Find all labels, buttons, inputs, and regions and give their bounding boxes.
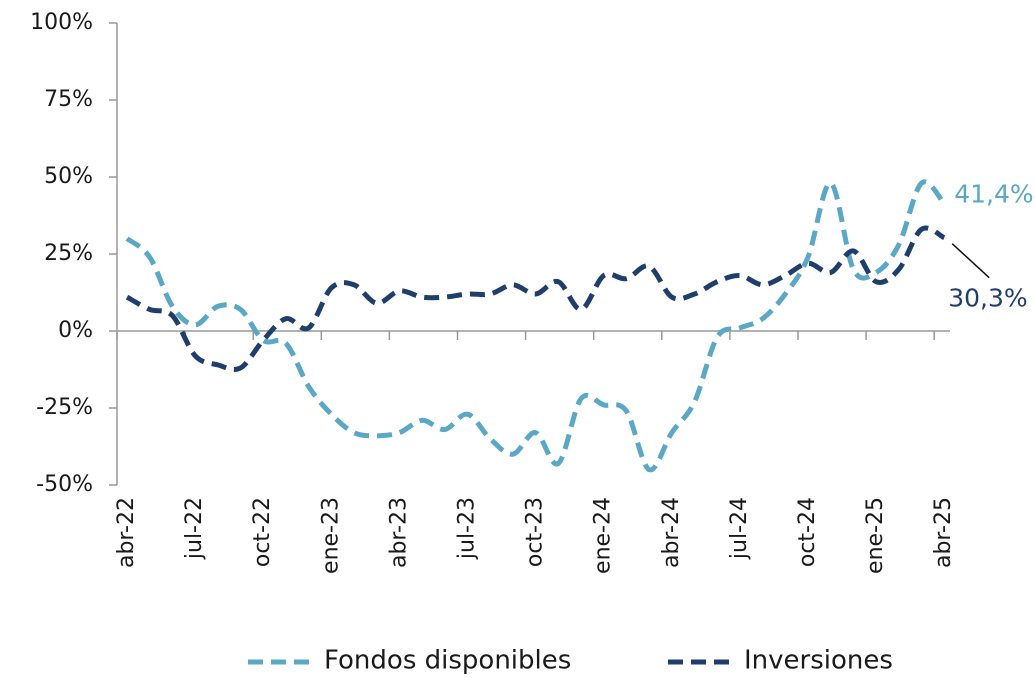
label-leader <box>951 243 990 279</box>
y-tick-label: 50% <box>44 164 93 189</box>
value-label: 41,4% <box>954 179 1033 208</box>
x-tick-label: abr-25 <box>931 497 956 568</box>
x-tick-label: oct-23 <box>523 497 548 567</box>
line-series <box>125 225 946 372</box>
legend-item: Fondos disponibles <box>248 646 571 676</box>
value-label: 30,3% <box>948 284 1027 313</box>
x-tick-label: oct-24 <box>795 497 820 567</box>
x-tick-label: ene-23 <box>318 497 343 574</box>
legend-label: Fondos disponibles <box>324 646 571 675</box>
y-tick-label: 0% <box>58 318 93 343</box>
y-tick-label: -50% <box>36 472 93 497</box>
x-tick-label: jul-24 <box>727 497 752 560</box>
y-tick-label: 100% <box>30 10 93 35</box>
x-tick-label: jul-22 <box>182 497 207 560</box>
legend-label: Inversiones <box>744 646 893 675</box>
x-tick-label: jul-23 <box>455 497 480 560</box>
x-tick-label: abr-24 <box>659 497 684 568</box>
y-tick-label: -25% <box>36 395 93 420</box>
x-tick-label: abr-23 <box>386 497 411 568</box>
y-tick-label: 75% <box>44 87 93 112</box>
x-tick-label: abr-22 <box>114 497 139 568</box>
x-tick-label: ene-24 <box>591 497 616 574</box>
x-tick-label: oct-22 <box>250 497 275 567</box>
line-series <box>125 179 947 473</box>
legend-item: Inversiones <box>668 646 893 676</box>
y-tick-label: 25% <box>44 241 93 266</box>
x-tick-label: ene-25 <box>863 497 888 574</box>
